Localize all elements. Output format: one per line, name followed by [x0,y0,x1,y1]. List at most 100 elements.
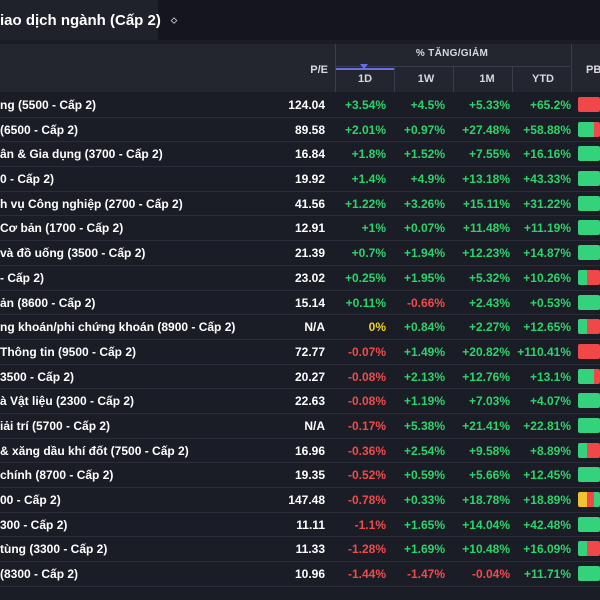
tab-sector-trading[interactable]: iao dịch ngành (Cấp 2) ⬦ [0,0,177,40]
change-ytd: +11.71% [523,567,571,582]
table-row[interactable]: ân & Gia dụng (3700 - Cấp 2) 16.84 +1.8% +1… [0,142,600,168]
table-row[interactable]: h vụ Công nghiệp (2700 - Cấp 2) 41.56 +1.2… [0,192,600,217]
table-row[interactable]: (6500 - Cấp 2) 89.58 +2.01% +0.97% +27.48% +5… [0,118,600,143]
sector-name: 300 - Cấp 2) [0,517,68,532]
change-group-header: % TĂNG/GIẢM [415,48,489,59]
table-row[interactable]: chính (8700 - Cấp 2) 19.35 -0.52% +0.59% +5.… [0,463,600,488]
change-1w: +1.94% [403,246,445,261]
pe-value: 16.96 [294,443,325,458]
pb-mini-bar [578,492,600,507]
table-row[interactable]: ng (5500 - Cấp 2) 124.04 +3.54% +4.5% +5.33%… [0,93,600,118]
pe-value: 20.27 [294,369,325,384]
sector-name: tùng (3300 - Cấp 2) [0,542,108,557]
change-1m: +27.48% [462,122,510,137]
pb-mini-bar [578,368,600,384]
pe-value: 147.48 [288,493,325,507]
change-ytd: +18.89% [523,493,571,507]
sector-name: à Vật liệu (2300 - Cấp 2) [0,394,135,409]
change-1m: +5.32% [468,270,510,285]
sector-name: (8300 - Cấp 2) [0,567,79,582]
change-1m: +11.48% [462,221,510,236]
change-ytd: +13.1% [529,369,571,384]
pe-value: 10.96 [294,567,325,582]
tab-title: iao dịch ngành (Cấp 2) [0,11,161,29]
table-header: % TĂNG/GIẢM P/E 1D 1W 1M YTD PB [0,44,600,92]
change-1d: -1.44% [347,567,386,582]
pe-value: 19.35 [294,468,325,483]
change-1w: +1.49% [403,344,445,359]
pe-value: 124.04 [288,98,325,112]
pe-value: 22.63 [294,394,325,409]
sort-toggle-icon[interactable]: ⬦ [170,14,178,25]
sector-name: Cơ bản (1700 - Cấp 2) [0,221,124,236]
pe-value: 15.14 [294,295,325,310]
column-header-1w[interactable]: 1W [417,73,435,85]
sort-desc-icon [360,64,368,69]
table-row[interactable]: và đồ uống (3500 - Cấp 2) 21.39 +0.7% +1.94… [0,241,600,266]
change-ytd: +16.09% [523,542,571,557]
table-row[interactable]: tùng (3300 - Cấp 2) 11.33 -1.28% +1.69% +10.… [0,537,600,563]
pb-mini-bar [578,146,600,162]
change-ytd: +65.2% [529,98,571,112]
table-row[interactable]: ng khoán/phi chứng khoán (8900 - Cấp 2) N… [0,315,600,340]
change-1w: +1.95% [403,270,445,285]
sector-name: và đồ uống (3500 - Cấp 2) [0,246,146,261]
sector-name: 0 - Cấp 2) [0,172,55,187]
change-1m: +18.78% [462,493,510,507]
change-1w: +4.9% [410,172,445,187]
top-bar: iao dịch ngành (Cấp 2) ⬦ [0,0,600,40]
change-1d: -0.36% [347,443,386,458]
change-1w: +1.65% [403,517,445,532]
sector-name: 3500 - Cấp 2) [0,369,75,384]
change-1w: +4.5% [410,98,445,112]
table-row[interactable]: à Vật liệu (2300 - Cấp 2) 22.63 -0.08% +1.1… [0,389,600,414]
change-ytd: +110.41% [517,344,571,359]
change-1w: +1.52% [403,147,445,162]
table-row[interactable]: 0 - Cấp 2) 19.92 +1.4% +4.9% +13.18% +43.33% [0,167,600,192]
sector-name: Thông tin (9500 - Cấp 2) [0,344,137,359]
change-1d: -1.1% [354,517,386,532]
change-1w: -1.47% [406,567,445,582]
pe-value: 41.56 [294,196,325,211]
pb-mini-bar [578,516,600,532]
table-row[interactable]: 3500 - Cấp 2) 20.27 -0.08% +2.13% +12.76% +13… [0,365,600,390]
change-1m: +15.11% [462,196,510,211]
sort-indicator [336,68,394,70]
change-1w: +0.97% [403,122,445,137]
table-row[interactable]: (8300 - Cấp 2) 10.96 -1.44% -1.47% -0.04% +11… [0,562,600,587]
column-header-ytd[interactable]: YTD [532,73,554,85]
sector-name: & xăng dầu khí đốt (7500 - Cấp 2) [0,443,189,458]
change-1d: +1% [361,221,386,236]
table-row[interactable]: Thông tin (9500 - Cấp 2) 72.77 -0.07% +1.49… [0,340,600,365]
pb-mini-bar [578,393,600,409]
change-1m: +13.18% [462,172,510,187]
column-header-pb[interactable]: PB [586,64,600,76]
table-row[interactable]: 00 - Cấp 2) 147.48 -0.78% +0.33% +18.78% +18.… [0,488,600,513]
change-1d: -0.52% [347,468,386,483]
pb-mini-bar [578,220,600,236]
change-1m: +9.58% [468,443,510,458]
change-ytd: +16.16% [523,147,571,162]
table-row[interactable]: iải trí (5700 - Cấp 2) N/A -0.17% +5.38% +21… [0,414,600,439]
table-row[interactable]: & xăng dầu khí đốt (7500 - Cấp 2) 16.96 -0… [0,439,600,464]
column-header-pe[interactable]: P/E [310,64,328,76]
change-ytd: +4.07% [529,394,571,409]
sector-name: chính (8700 - Cấp 2) [0,468,114,483]
table-row[interactable]: 300 - Cấp 2) 11.11 -1.1% +1.65% +14.04% +42.4… [0,513,600,538]
divider [512,67,513,92]
change-ytd: +10.26% [523,270,571,285]
change-1w: +0.07% [403,221,445,236]
sector-name: iải trí (5700 - Cấp 2) [0,418,111,433]
table-row[interactable]: ản (8600 - Cấp 2) 15.14 +0.11% -0.66% +2.43%… [0,291,600,316]
table-row[interactable]: - Cấp 2) 23.02 +0.25% +1.95% +5.32% +10.26% [0,266,600,291]
change-1d: +1.4% [351,172,386,187]
table-row[interactable]: Cơ bản (1700 - Cấp 2) 12.91 +1% +0.07% +11.4… [0,216,600,242]
pb-mini-bar [578,319,600,335]
change-ytd: +0.53% [529,295,571,310]
sector-name: ng (5500 - Cấp 2) [0,98,97,112]
pe-value: 72.77 [294,344,325,359]
column-header-1d[interactable]: 1D [357,73,373,85]
pb-mini-bar [578,171,600,187]
pb-mini-bar [578,566,600,582]
column-header-1m[interactable]: 1M [479,73,495,85]
